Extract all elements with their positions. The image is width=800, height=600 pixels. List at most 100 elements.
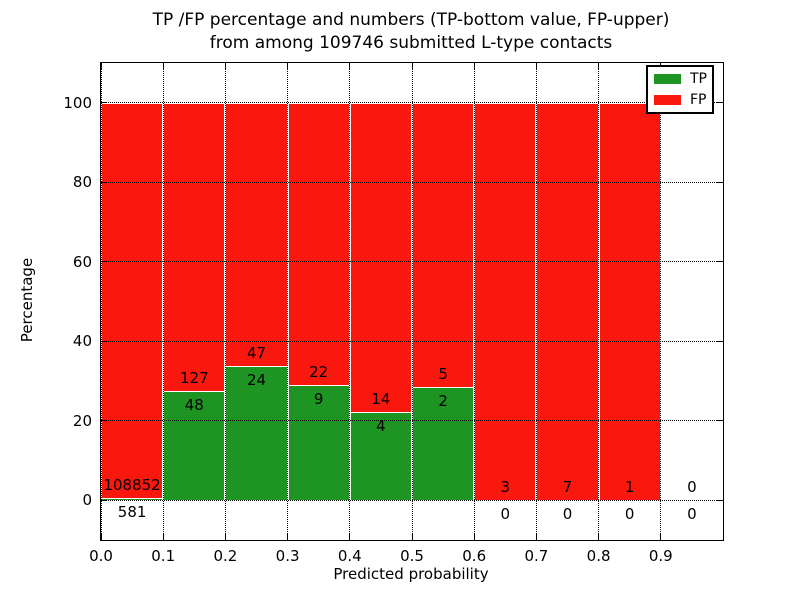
y-tick-label: 60 (72, 252, 92, 271)
bar-segment-tp (349, 411, 412, 501)
x-tick-top (162, 63, 164, 69)
bar-segment-fp (474, 102, 537, 501)
x-tick-bottom (535, 534, 537, 540)
annotation-fp-count: 47 (246, 343, 267, 362)
x-tick-label: 0.4 (337, 547, 362, 565)
annotation-fp-count: 7 (562, 478, 573, 497)
legend: TP FP (646, 65, 714, 114)
x-tick-top (287, 63, 289, 69)
bar-segment-fp (412, 102, 475, 387)
x-tick-top (349, 63, 351, 69)
x-tick-bottom (411, 534, 413, 540)
legend-item-fp: FP (654, 91, 707, 108)
y-tick-right (717, 102, 723, 104)
x-tick-top (535, 63, 537, 69)
y-tick-left (101, 420, 107, 422)
bar-segment-fp (287, 102, 350, 385)
annotation-fp-count: 5 (438, 364, 448, 383)
chart-title: TP /FP percentage and numbers (TP-bottom… (100, 9, 722, 55)
x-tick-label: 0.6 (462, 547, 487, 565)
y-tick-right (717, 340, 723, 342)
x-tick-top (100, 63, 102, 69)
bar-segment-tp (287, 384, 350, 501)
bar-segment-fp (598, 102, 661, 501)
gridline-x (411, 63, 413, 540)
x-tick-label: 0.8 (586, 547, 611, 565)
x-tick-top (473, 63, 475, 69)
x-tick-label: 0.9 (648, 547, 673, 565)
x-tick-bottom (287, 534, 289, 540)
bar-segment-tp (225, 365, 288, 501)
x-tick-label: 0.3 (275, 547, 300, 565)
x-tick-bottom (660, 534, 662, 540)
y-tick-left (101, 340, 107, 342)
y-axis-label: Percentage (18, 257, 36, 343)
annotation-tp-count: 48 (184, 396, 204, 415)
legend-label-fp: FP (690, 91, 707, 108)
annotation-tp-count: 0 (500, 505, 511, 524)
x-tick-bottom (224, 534, 226, 540)
annotation-fp-count: 0 (687, 478, 697, 497)
x-tick-label: 0.2 (213, 547, 238, 565)
x-tick-top (224, 63, 226, 69)
y-tick-label: 20 (72, 411, 92, 430)
bar-segment-tp (101, 498, 164, 501)
bar-segment-fp (225, 102, 288, 366)
gridline-x (100, 63, 102, 540)
annotation-fp-count: 22 (309, 362, 329, 381)
gridline-x (660, 63, 662, 540)
gridline-x (535, 63, 537, 540)
y-tick-label: 80 (72, 173, 92, 192)
chart-title-line1: TP /FP percentage and numbers (TP-bottom… (152, 10, 670, 30)
legend-swatch-tp (654, 74, 681, 85)
annotation-fp-count: 3 (500, 478, 511, 497)
y-tick-left (101, 261, 107, 263)
x-tick-bottom (473, 534, 475, 540)
gridline-x (224, 63, 226, 540)
gridline-x (162, 63, 164, 540)
gridline-x (287, 63, 289, 540)
x-tick-bottom (598, 534, 600, 540)
y-tick-right (717, 420, 723, 422)
bar-segment-tp (163, 391, 226, 501)
annotation-fp-count: 1 (624, 478, 635, 497)
x-tick-bottom (349, 534, 351, 540)
x-tick-label: 0.0 (89, 547, 113, 565)
y-tick-label: 40 (72, 332, 92, 351)
y-tick-left (101, 499, 107, 501)
annotation-tp-count: 0 (562, 505, 573, 524)
gridline-x (473, 63, 475, 540)
annotation-tp-count: 4 (376, 416, 386, 435)
bar-segment-fp (163, 102, 226, 392)
x-tick-top (598, 63, 600, 69)
annotation-tp-count: 24 (246, 370, 267, 389)
annotation-tp-count: 0 (687, 505, 697, 524)
annotation-tp-count: 9 (313, 389, 324, 408)
x-tick-label: 0.1 (151, 547, 176, 565)
x-tick-label: 0.7 (524, 547, 549, 565)
x-tick-bottom (100, 534, 102, 540)
gridline-x (349, 63, 351, 540)
plot-area: 108852 581 127 48 47 24 22 9 14 4 5 2 3 0 7 0 1 0 0 0 0 20 40 6… (63, 62, 724, 565)
y-tick-right (717, 181, 723, 183)
gridline-x (598, 63, 600, 540)
y-tick-right (717, 499, 723, 501)
annotation-tp-count: 0 (624, 505, 635, 524)
bar-segment-tp (412, 386, 475, 501)
x-tick-bottom (162, 534, 164, 540)
bar-segment-fp (536, 102, 599, 501)
y-tick-label: 0 (82, 491, 92, 510)
annotation-tp-count: 2 (438, 391, 448, 410)
chart-title-line2: from among 109746 submitted L-type conta… (209, 33, 613, 53)
x-tick-label: 0.5 (400, 547, 424, 565)
y-tick-right (717, 261, 723, 263)
annotation-fp-count: 108852 (103, 476, 161, 495)
annotation-fp-count: 127 (179, 369, 209, 388)
y-tick-left (101, 181, 107, 183)
legend-label-tp: TP (690, 71, 707, 88)
x-axis-label: Predicted probability (333, 565, 489, 583)
bar-segment-fp (101, 102, 164, 499)
bar-segment-fp (349, 102, 412, 412)
legend-swatch-fp (654, 94, 681, 105)
